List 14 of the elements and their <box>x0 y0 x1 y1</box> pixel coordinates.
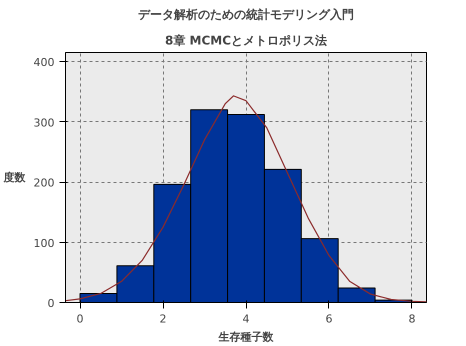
y-axis-title: 度数 <box>2 171 27 184</box>
y-tick-label: 300 <box>34 116 55 130</box>
chart-subtitle: 8章 MCMCとメトロポリス法 <box>164 34 328 48</box>
x-tick-label: 6 <box>325 312 332 326</box>
y-tick-label: 0 <box>48 297 54 310</box>
x-tick-label: 4 <box>242 312 250 326</box>
y-tick-label: 100 <box>34 236 55 250</box>
x-tick-label: 8 <box>408 312 416 326</box>
y-tick-label: 400 <box>34 56 55 70</box>
x-axis-title: 生存種子数 <box>218 330 274 344</box>
chart-title: データ解析のための統計モデリング入門 <box>138 8 354 22</box>
y-tick-label: 200 <box>34 176 55 190</box>
x-tick-label: 2 <box>160 312 167 326</box>
x-tick-label: 0 <box>76 312 84 326</box>
